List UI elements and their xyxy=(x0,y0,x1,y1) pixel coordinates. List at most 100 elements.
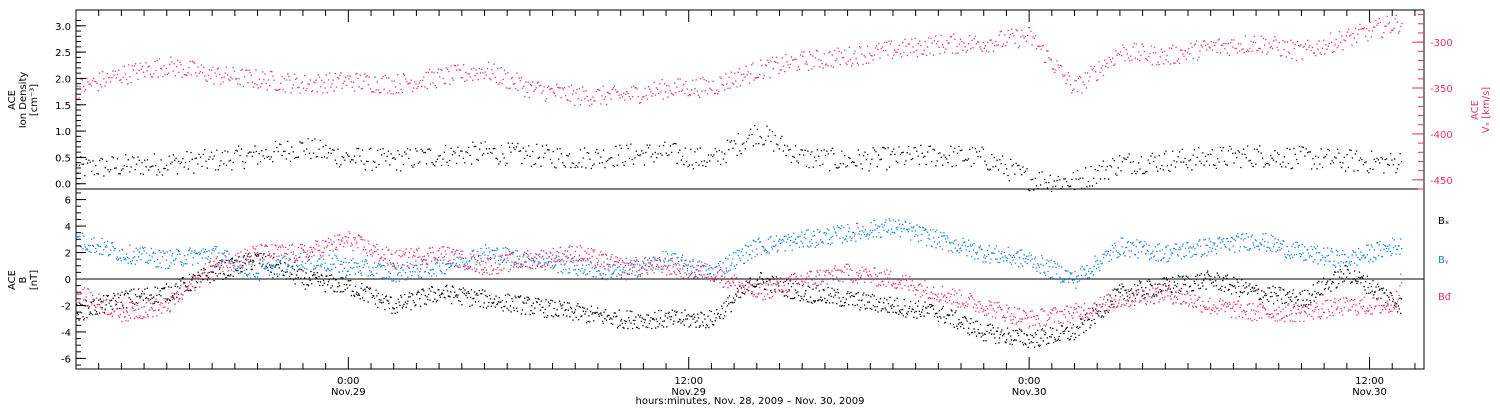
bx-point xyxy=(685,318,687,320)
velocity-point xyxy=(1048,57,1050,59)
velocity-point xyxy=(531,84,533,87)
velocity-point xyxy=(735,80,737,82)
bx-point xyxy=(141,293,143,295)
bx-point xyxy=(544,308,546,311)
by-point xyxy=(484,254,486,256)
density-point xyxy=(771,131,774,133)
velocity-point xyxy=(605,104,608,106)
bx-point xyxy=(1030,341,1032,343)
bx-point xyxy=(1160,291,1162,293)
bx-point xyxy=(928,312,930,315)
bx-point xyxy=(1122,286,1124,288)
by-point xyxy=(477,254,480,256)
density-point xyxy=(210,151,213,153)
by-point xyxy=(971,255,973,258)
bx-point xyxy=(336,291,338,293)
by-point xyxy=(988,245,990,247)
by-point xyxy=(613,270,615,272)
velocity-point xyxy=(889,43,891,45)
density-point xyxy=(323,156,326,158)
by-point xyxy=(99,246,102,248)
bx-point xyxy=(1356,282,1358,284)
bx-point xyxy=(720,314,722,316)
velocity-point xyxy=(961,40,963,43)
bx-point xyxy=(866,307,868,309)
bx-point xyxy=(774,288,776,291)
bx-point xyxy=(425,303,427,305)
bx-point xyxy=(1285,301,1287,303)
velocity-point xyxy=(632,96,634,98)
bx-point xyxy=(1281,302,1283,304)
density-point xyxy=(289,160,292,162)
by-point xyxy=(462,265,465,268)
density-point xyxy=(1185,164,1187,166)
bx-point xyxy=(597,313,600,315)
bx-point xyxy=(1331,283,1333,285)
density-point xyxy=(1338,152,1340,154)
velocity-point xyxy=(502,78,504,81)
by-point xyxy=(969,244,971,246)
bx-point xyxy=(1213,285,1215,287)
bx-point xyxy=(311,283,313,285)
velocity-point xyxy=(637,95,639,98)
bx-point xyxy=(1384,292,1386,294)
by-point xyxy=(944,238,947,240)
velocity-point xyxy=(1183,55,1185,57)
by-point xyxy=(312,268,314,270)
by-point xyxy=(802,242,804,244)
velocity-point xyxy=(1333,50,1335,53)
density-point xyxy=(974,147,976,150)
density-point xyxy=(1287,162,1290,165)
velocity-point xyxy=(752,62,754,64)
velocity-point xyxy=(181,76,183,78)
bx-point xyxy=(674,314,677,316)
velocity-point xyxy=(223,76,225,78)
velocity-point xyxy=(519,80,521,82)
bx-point xyxy=(396,306,398,309)
density-point xyxy=(643,164,646,166)
density-point xyxy=(431,162,433,164)
bx-point xyxy=(1021,330,1023,332)
velocity-point xyxy=(282,88,284,91)
by-point xyxy=(490,257,492,259)
density-point xyxy=(590,167,592,170)
by-point xyxy=(570,260,572,262)
density-point xyxy=(1275,161,1277,163)
bx-point xyxy=(1110,304,1113,306)
bx-point xyxy=(879,301,881,303)
by-point xyxy=(810,239,812,241)
bx-point xyxy=(1156,295,1158,297)
by-point xyxy=(558,255,560,257)
density-point xyxy=(1343,156,1345,158)
velocity-point xyxy=(167,72,170,74)
velocity-point xyxy=(358,86,360,88)
by-point xyxy=(122,249,124,251)
by-point xyxy=(304,267,306,269)
density-point xyxy=(707,154,710,156)
density-point xyxy=(469,154,471,157)
by-point xyxy=(201,257,203,259)
by-point xyxy=(963,242,965,244)
velocity-point xyxy=(434,85,436,87)
bx-point xyxy=(1253,287,1256,289)
bx-point xyxy=(1325,283,1327,286)
by-point xyxy=(387,264,389,266)
bx-point xyxy=(1353,278,1355,280)
by-point xyxy=(423,271,426,273)
velocity-point xyxy=(772,68,774,70)
density-point xyxy=(178,160,180,163)
bx-point xyxy=(342,277,344,279)
bx-point xyxy=(1329,279,1331,281)
bx-point xyxy=(1072,324,1075,326)
velocity-point xyxy=(1327,45,1329,47)
density-point xyxy=(620,147,622,149)
velocity-point xyxy=(617,91,619,93)
velocity-point xyxy=(950,36,953,38)
velocity-point xyxy=(1331,41,1333,43)
bx-point xyxy=(327,284,329,286)
density-point xyxy=(149,166,151,168)
density-point xyxy=(1132,161,1134,163)
bx-point xyxy=(1195,278,1198,281)
bx-point xyxy=(429,299,431,301)
velocity-point xyxy=(115,77,117,79)
